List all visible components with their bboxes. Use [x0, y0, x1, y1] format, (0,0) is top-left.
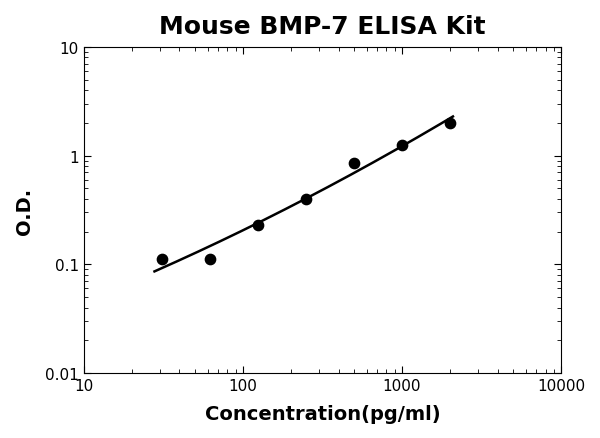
Point — [445, 120, 455, 127]
Point — [206, 256, 215, 263]
Point — [253, 222, 263, 229]
Point — [349, 160, 359, 167]
Point — [397, 142, 407, 149]
Point — [158, 256, 167, 263]
Title: Mouse BMP-7 ELISA Kit: Mouse BMP-7 ELISA Kit — [159, 15, 485, 39]
Point — [301, 196, 311, 203]
X-axis label: Concentration(pg/ml): Concentration(pg/ml) — [205, 404, 440, 423]
Y-axis label: O.D.: O.D. — [15, 187, 34, 234]
